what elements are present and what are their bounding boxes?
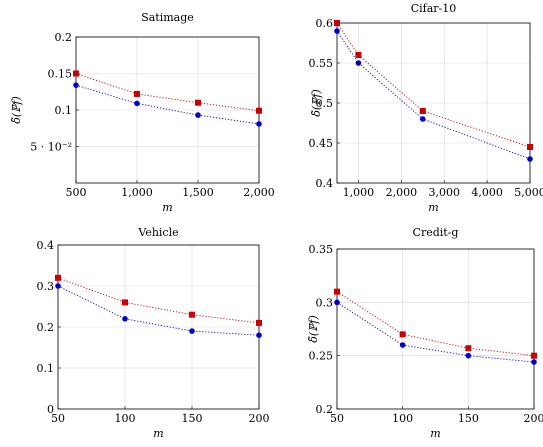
data-point-circle xyxy=(256,121,262,127)
data-point-circle xyxy=(527,156,533,162)
data-point-circle xyxy=(73,82,79,88)
data-point-square xyxy=(355,52,362,58)
data-point-circle xyxy=(189,328,195,334)
x-tick-label: 1,000 xyxy=(121,186,153,199)
x-tick-label: 500 xyxy=(66,186,87,199)
data-point-square xyxy=(334,288,340,295)
x-axis-label: m xyxy=(430,427,440,440)
data-point-square xyxy=(73,70,79,77)
chart-title: Satimage xyxy=(141,11,194,24)
y-tick-label: 0.45 xyxy=(309,137,334,150)
series-line-0 xyxy=(336,22,531,148)
series-line-0 xyxy=(75,73,260,112)
chart-panel-0: 500 1,000 1,500 2,000 5 · 10⁻² 0.1 0.15 0.2 Sati… xyxy=(10,11,275,214)
y-tick-label: 0.25 xyxy=(309,350,334,363)
data-point-square xyxy=(55,274,61,281)
y-tick-label: 5 · 10⁻² xyxy=(30,141,72,154)
data-point-circle xyxy=(419,116,426,122)
series-line-1 xyxy=(75,84,260,125)
data-point-square xyxy=(195,99,201,106)
y-axis-label: δ̃(ℙf) xyxy=(307,315,320,343)
y-tick-label: 0.1 xyxy=(37,362,55,375)
x-tick-label: 50 xyxy=(51,412,65,425)
series-line-0 xyxy=(57,277,260,324)
x-axis-label: m xyxy=(153,427,163,440)
x-axis-label: m xyxy=(428,201,438,214)
data-point-circle xyxy=(122,316,128,322)
data-point-circle xyxy=(355,60,362,66)
data-point-circle xyxy=(531,359,537,365)
x-tick-label: 3,000 xyxy=(428,186,460,199)
x-tick-label: 2,000 xyxy=(386,186,418,199)
data-point-square xyxy=(122,299,128,306)
chart-panel-3: 50 100 150 200 0.2 0.25 0.3 0.35 Credit-g m δ̃(ℙf) xyxy=(307,226,543,440)
series-line-0 xyxy=(336,291,535,357)
x-axis-label: m xyxy=(162,201,172,214)
y-axis-label: δ̃(ℙf) xyxy=(10,96,23,124)
data-point-circle xyxy=(465,352,472,359)
y-tick-label: 0.1 xyxy=(55,104,73,117)
y-axis-label: δ̃(ℙf) xyxy=(310,89,323,117)
y-tick-label: 0.4 xyxy=(37,239,55,252)
y-tick-label: 0.3 xyxy=(37,280,55,293)
x-tick-label: 4,000 xyxy=(471,186,503,199)
data-point-circle xyxy=(334,28,340,34)
x-tick-label: 150 xyxy=(458,412,479,425)
data-point-square xyxy=(134,90,140,97)
x-tick-label: 1,500 xyxy=(182,186,214,199)
data-point-square xyxy=(419,108,426,114)
series-line-1 xyxy=(336,30,531,160)
x-tick-label: 100 xyxy=(392,412,413,425)
data-point-circle xyxy=(399,342,406,348)
data-point-square xyxy=(531,352,537,359)
chart-panel-1: 1,000 2,000 3,000 4,000 5,000 0.4 0.45 0.5 0.55 0… xyxy=(309,2,543,214)
y-tick-label: 0.5 xyxy=(316,97,334,110)
y-tick-label: 0.15 xyxy=(48,68,73,81)
y-tick-label: 0.2 xyxy=(55,31,73,44)
x-tick-label: 150 xyxy=(182,412,203,425)
data-point-circle xyxy=(334,299,340,306)
data-point-square xyxy=(527,144,533,150)
chart-title: Cifar-10 xyxy=(411,2,457,15)
series-line-1 xyxy=(57,285,260,336)
y-tick-label: 0.2 xyxy=(37,321,55,334)
series-line-1 xyxy=(336,301,535,363)
y-tick-label: 0.4 xyxy=(316,177,334,190)
chart-title: Vehicle xyxy=(137,226,178,239)
data-point-square xyxy=(334,20,340,26)
data-point-square xyxy=(399,331,406,338)
data-point-square xyxy=(189,311,195,318)
plot-frame xyxy=(336,248,535,410)
data-point-circle xyxy=(134,100,140,107)
data-point-circle xyxy=(195,112,201,118)
y-tick-label: 0.2 xyxy=(316,403,334,416)
data-point-square xyxy=(465,345,472,352)
data-point-square xyxy=(256,107,262,114)
y-tick-label: 0.3 xyxy=(316,296,334,309)
data-point-square xyxy=(256,319,262,326)
chart-panel-2: 50 100 150 200 0 0.1 0.2 0.3 0.4 Vehicle m xyxy=(37,226,270,440)
x-tick-label: 200 xyxy=(249,412,270,425)
y-tick-label: 0.35 xyxy=(309,243,334,256)
x-tick-label: 2,000 xyxy=(243,186,275,199)
y-tick-label: 0.55 xyxy=(309,57,334,70)
x-tick-label: 200 xyxy=(524,412,543,425)
data-point-circle xyxy=(256,332,262,339)
y-tick-label: 0 xyxy=(47,403,54,416)
data-point-circle xyxy=(55,283,61,289)
x-tick-label: 100 xyxy=(115,412,136,425)
y-tick-label: 0.6 xyxy=(316,17,334,30)
x-tick-label: 50 xyxy=(330,412,344,425)
chart-title: Credit-g xyxy=(413,226,459,239)
x-tick-label: 5,000 xyxy=(514,186,543,199)
x-tick-label: 1,000 xyxy=(343,186,375,199)
